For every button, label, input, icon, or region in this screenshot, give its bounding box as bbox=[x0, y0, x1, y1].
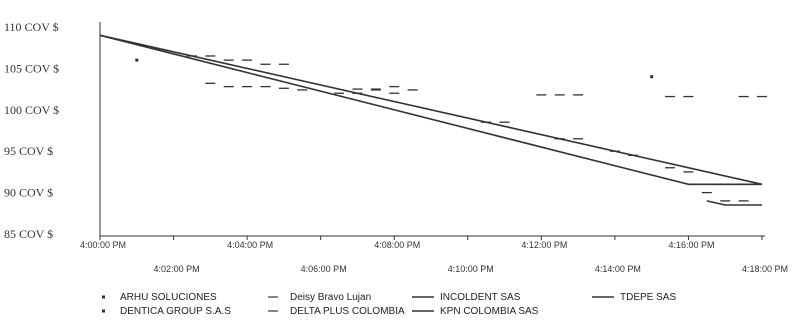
y-tick-label: 90 COV $ bbox=[4, 186, 53, 200]
series-arhu-soluciones bbox=[135, 58, 139, 62]
y-axis-tick-labels: 85 COV $ 90 COV $ 95 COV $ 100 COV $ 105 COV… bbox=[4, 20, 59, 241]
y-tick-label: 110 COV $ bbox=[4, 20, 59, 34]
x-tick-label: 4:04:00 PM bbox=[227, 240, 273, 250]
legend-label: INCOLDENT SAS bbox=[440, 292, 521, 303]
y-tick-label: 105 COV $ bbox=[4, 61, 59, 75]
x-tick-label: 4:16:00 PM bbox=[668, 240, 714, 250]
x-tick-label: 4:10:00 PM bbox=[448, 264, 494, 274]
series-incoldent-sas bbox=[99, 34, 763, 186]
series-arhu-soluciones-point bbox=[135, 58, 139, 62]
plot-area bbox=[99, 34, 767, 206]
series-kpn-colombia-sas bbox=[706, 200, 762, 206]
legend-swatch bbox=[102, 309, 105, 313]
legend-item-deisy-bravo-lujan: Deisy Bravo Lujan bbox=[268, 292, 371, 303]
y-tick-label: 95 COV $ bbox=[4, 144, 53, 158]
legend-label: KPN COLOMBIA SAS bbox=[440, 306, 539, 317]
chart-axes bbox=[99, 22, 765, 237]
y-tick-label: 100 COV $ bbox=[4, 103, 59, 117]
x-tick-label: 4:02:00 PM bbox=[154, 264, 200, 274]
series-incoldent-sas-line bbox=[99, 34, 763, 186]
x-tick-label: 4:06:00 PM bbox=[301, 264, 347, 274]
legend-item-arhu-soluciones: ARHU SOLUCIONES bbox=[102, 292, 217, 303]
legend-item-tdepe-sas: TDEPE SAS bbox=[592, 292, 676, 303]
series-kpn-colombia-sas-line bbox=[706, 200, 762, 206]
legend-item-incoldent-sas: INCOLDENT SAS bbox=[412, 292, 521, 303]
legend-label: Deisy Bravo Lujan bbox=[290, 292, 371, 303]
series-deisy-bravo-lujan bbox=[205, 82, 767, 98]
legend-item-dentica-group-s-a-s: DENTICA GROUP S.A.S bbox=[102, 306, 231, 317]
x-tick-label: 4:00:00 PM bbox=[80, 240, 126, 250]
legend-label: DELTA PLUS COLOMBIA bbox=[290, 306, 405, 317]
series-delta-plus-colombia bbox=[186, 55, 749, 202]
y-tick-label: 85 COV $ bbox=[4, 227, 53, 241]
x-tick-label: 4:18:00 PM bbox=[742, 264, 788, 274]
x-tick-label: 4:14:00 PM bbox=[595, 264, 641, 274]
legend: ARHU SOLUCIONES Deisy Bravo Lujan INCOLDEN… bbox=[102, 292, 676, 317]
legend-label: ARHU SOLUCIONES bbox=[120, 292, 217, 303]
legend-swatch bbox=[102, 295, 105, 299]
x-axis-tick-labels: 4:00:00 PM 4:04:00 PM 4:08:00 PM 4:12:00 PM… bbox=[80, 236, 788, 274]
legend-label: TDEPE SAS bbox=[620, 292, 676, 303]
series-tdepe-sas-line bbox=[99, 34, 762, 186]
series-dentica-group-s-a-s bbox=[650, 75, 654, 79]
x-tick-label: 4:12:00 PM bbox=[521, 240, 567, 250]
x-tick-label: 4:08:00 PM bbox=[374, 240, 420, 250]
legend-item-delta-plus-colombia: DELTA PLUS COLOMBIA bbox=[268, 306, 405, 317]
series-tdepe-sas bbox=[99, 34, 762, 186]
legend-label: DENTICA GROUP S.A.S bbox=[120, 306, 231, 317]
legend-item-kpn-colombia-sas: KPN COLOMBIA SAS bbox=[412, 306, 539, 317]
series-dentica-group-s-a-s-point bbox=[650, 75, 654, 79]
